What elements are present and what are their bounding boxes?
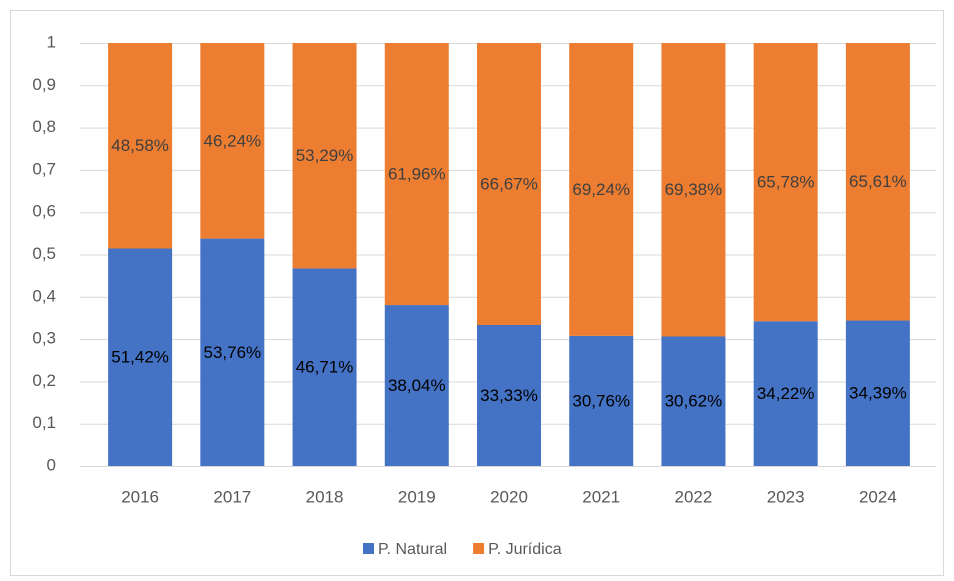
data-label: 69,38% [665, 180, 723, 199]
data-label: 69,24% [572, 180, 630, 199]
data-label: 30,76% [572, 391, 630, 410]
y-tick-label: 0,4 [32, 286, 56, 305]
bar-segment [292, 268, 357, 466]
data-label: 46,24% [203, 131, 261, 150]
x-tick-label: 2020 [490, 487, 528, 506]
y-tick-label: 0,7 [32, 159, 56, 178]
y-tick-label: 0,5 [32, 244, 56, 263]
bar-segment [108, 248, 173, 466]
y-tick-label: 0,3 [32, 329, 56, 348]
bar-segment [200, 43, 265, 239]
bar-segment [384, 305, 449, 466]
y-tick-label: 0,6 [32, 202, 56, 221]
x-tick-label: 2016 [121, 487, 159, 506]
data-label: 51,42% [111, 348, 169, 367]
y-tick-label: 0 [47, 455, 56, 474]
x-tick-label: 2018 [306, 487, 344, 506]
bar-segment [384, 43, 449, 306]
bar-segment [753, 43, 818, 322]
y-tick-label: 0,2 [32, 371, 56, 390]
y-tick-label: 0,8 [32, 117, 56, 136]
x-tick-label: 2017 [213, 487, 251, 506]
data-label: 61,96% [388, 165, 446, 184]
x-tick-label: 2021 [582, 487, 620, 506]
legend-swatch [473, 543, 485, 554]
y-tick-label: 0,9 [32, 75, 56, 94]
x-tick-label: 2022 [675, 487, 713, 506]
x-tick-label: 2023 [767, 487, 805, 506]
data-label: 48,58% [111, 136, 169, 155]
bar-segment [845, 43, 910, 321]
bar-segment [477, 325, 541, 466]
bar-segment [661, 336, 726, 466]
bar-segment [108, 43, 173, 249]
bar-segment [292, 43, 357, 269]
data-label: 53,29% [296, 146, 354, 165]
bar-segment [569, 335, 634, 466]
bar-segment [477, 43, 541, 326]
bar-segment [661, 43, 726, 337]
bar-segment [200, 238, 265, 466]
y-tick-label: 1 [47, 32, 56, 51]
x-tick-label: 2024 [859, 487, 897, 506]
y-tick-label: 0,1 [32, 413, 56, 432]
data-label: 66,67% [480, 174, 538, 193]
data-label: 53,76% [203, 343, 261, 362]
legend-label: P. Natural [378, 541, 447, 558]
x-tick-label: 2019 [398, 487, 436, 506]
bar-segment [569, 43, 634, 336]
legend-swatch [363, 543, 374, 554]
data-label: 65,78% [757, 173, 815, 192]
data-label: 46,71% [296, 358, 354, 377]
data-label: 38,04% [388, 376, 446, 395]
bar-segment [845, 320, 910, 466]
data-label: 65,61% [849, 172, 907, 191]
data-label: 33,33% [480, 386, 538, 405]
legend-label: P. Jurídica [488, 541, 562, 558]
data-label: 34,39% [849, 384, 907, 403]
data-label: 30,62% [665, 392, 723, 411]
bar-segment [753, 321, 818, 466]
data-label: 34,22% [757, 384, 815, 403]
